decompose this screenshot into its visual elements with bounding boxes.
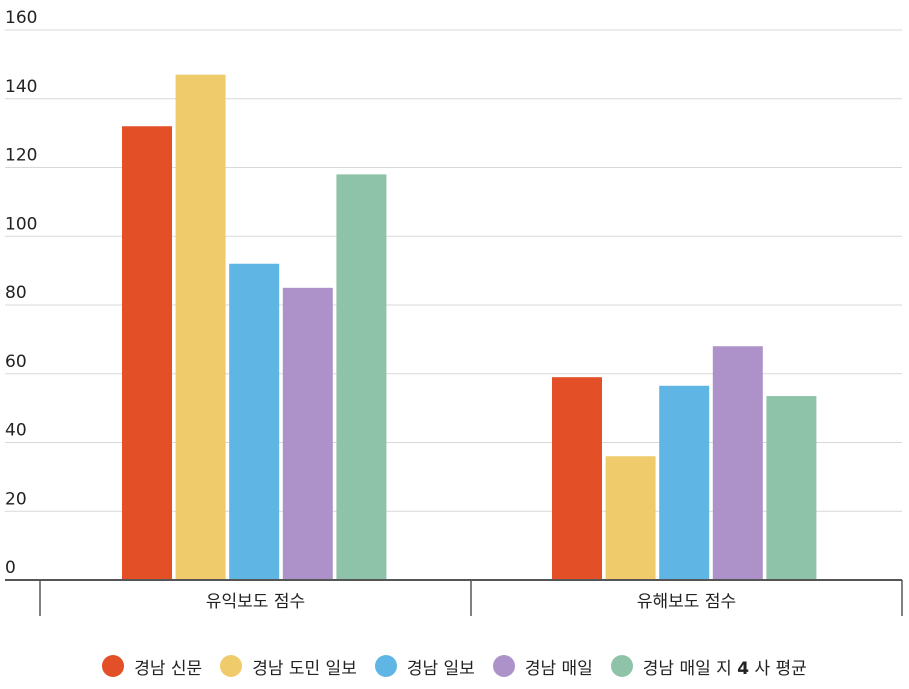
bar (712, 346, 763, 580)
legend-label: 경남 매일 (524, 658, 593, 679)
legend-swatch-gyeongnam-domin-ilbo (220, 655, 243, 677)
bar (605, 456, 656, 580)
y-tick-label: 80 (5, 283, 27, 303)
legend-item-gyeongnam-maeil: 경남 매일 (492, 654, 593, 679)
x-category-label: 유익보도 점수 (206, 592, 305, 612)
y-tick-label: 120 (5, 146, 37, 166)
legend-item-four-paper-average: 경남 매일 지 4 사 평균 (610, 654, 807, 679)
legend-label: 경남 도민 일보 (252, 658, 357, 679)
bar (336, 174, 387, 580)
bar (282, 287, 333, 580)
y-tick-label: 40 (5, 421, 27, 441)
y-tick-label: 140 (5, 77, 37, 97)
bar (122, 126, 172, 580)
legend-item-gyeongnam-ilbo: 경남 일보 (374, 654, 475, 679)
y-tick-label: 0 (5, 558, 16, 578)
y-tick-label: 20 (5, 489, 27, 509)
legend-item-gyeongnam-domin-ilbo: 경남 도민 일보 (220, 654, 357, 679)
y-tick-label: 160 (5, 8, 37, 28)
legend: 경남 신문 경남 도민 일보 경남 일보 경남 매일 경남 매일 지 4 사 평… (0, 648, 909, 684)
bar (659, 385, 710, 580)
bar (766, 396, 817, 580)
x-category-label: 유해보도 점수 (637, 592, 736, 612)
legend-swatch-gyeongnam-sinmun (102, 655, 125, 677)
bar (229, 263, 280, 580)
legend-swatch-gyeongnam-maeil (492, 655, 515, 677)
legend-label: 경남 신문 (134, 658, 203, 679)
bar (175, 74, 226, 580)
bar (552, 377, 602, 580)
legend-swatch-four-paper-average (610, 655, 633, 677)
legend-item-gyeongnam-sinmun: 경남 신문 (102, 654, 202, 679)
legend-label: 경남 일보 (406, 658, 475, 679)
y-tick-label: 60 (5, 352, 27, 372)
legend-label-average: 경남 매일 지 4 사 평균 (642, 658, 807, 679)
y-tick-label: 100 (5, 214, 37, 234)
legend-swatch-gyeongnam-ilbo (374, 655, 397, 677)
